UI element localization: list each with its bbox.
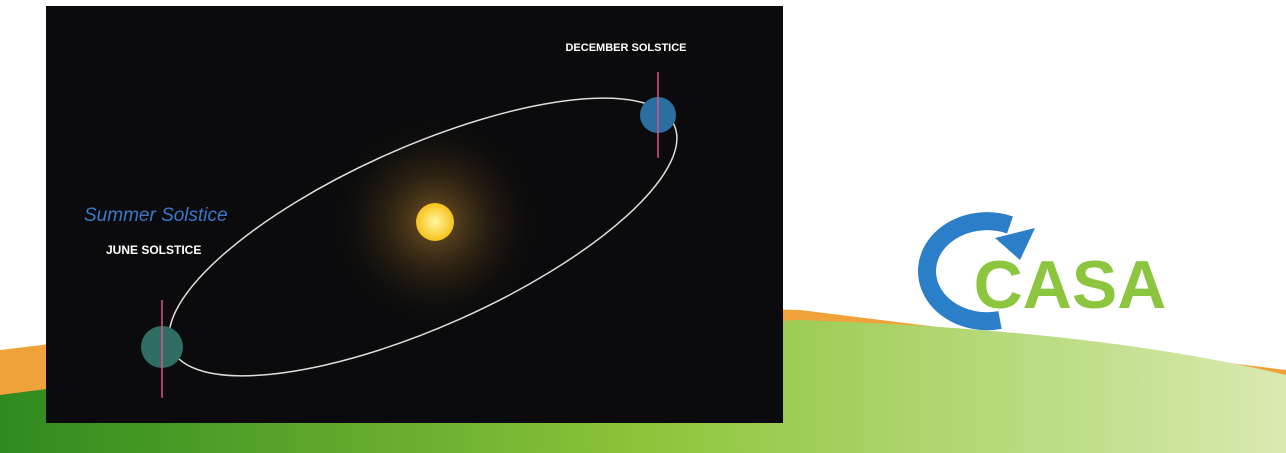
logo-text: CASA bbox=[974, 247, 1167, 323]
label: Summer Solstice bbox=[84, 205, 228, 226]
label: JUNE SOLSTICE bbox=[106, 243, 201, 257]
sun bbox=[416, 203, 454, 241]
slide: DECEMBER SOLSTICE Summer Solstice JUNE S… bbox=[0, 0, 1286, 453]
label: DECEMBER SOLSTICE bbox=[565, 42, 686, 54]
